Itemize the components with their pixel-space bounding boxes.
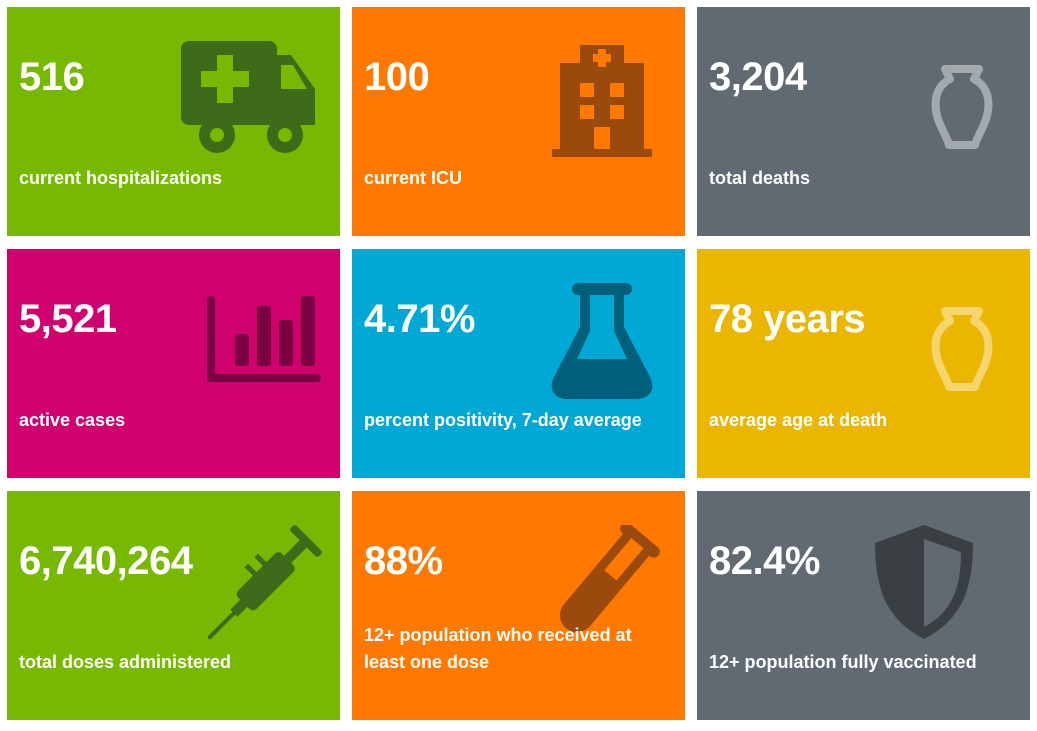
tile-total-doses-administered: 6,740,264 total doses administered [7,491,340,720]
bar-chart-icon [207,296,321,384]
tile-fully-vaccinated: 82.4% 12+ population fully vaccinated [697,491,1030,720]
syringe-icon [203,523,327,641]
tile-average-age-at-death: 78 years average age at death [697,249,1030,478]
tile-current-hospitalizations: 516 current hospitalizations [7,7,340,236]
tile-total-deaths: 3,204 total deaths [697,7,1030,236]
urn-icon [931,63,993,151]
tile-current-icu: 100 current ICU [352,7,685,236]
test-tube-icon [548,525,660,641]
stat-label: average age at death [709,410,888,430]
flask-icon [550,283,654,399]
stat-label: total deaths [709,168,811,188]
stat-value: 82.4% [709,539,820,583]
stat-value: 4.71% [364,297,475,341]
stat-label: current hospitalizations [19,168,223,188]
ambulance-icon [177,39,321,155]
stat-label: 12+ population fully vaccinated [709,652,977,672]
stat-label: current ICU [364,168,463,188]
urn-icon [931,305,993,393]
tile-active-cases: 5,521 active cases [7,249,340,478]
stat-label: 12+ population who received at least one… [364,625,632,672]
stat-value: 516 [19,55,85,99]
stat-value: 5,521 [19,297,117,341]
stat-label: percent positivity, 7-day average [364,410,642,430]
stat-value: 3,204 [709,55,807,99]
stat-label: active cases [19,410,126,430]
tile-percent-positivity: 4.71% percent positivity, 7-day average [352,249,685,478]
shield-icon [869,523,979,641]
stat-value: 88% [364,539,443,583]
hospital-icon [552,45,652,157]
stat-value: 100 [364,55,430,99]
stat-value: 6,740,264 [19,539,193,583]
stat-value: 78 years [709,297,866,341]
stat-label: total doses administered [19,652,232,672]
tile-at-least-one-dose: 88% 12+ population who received at least… [352,491,685,720]
